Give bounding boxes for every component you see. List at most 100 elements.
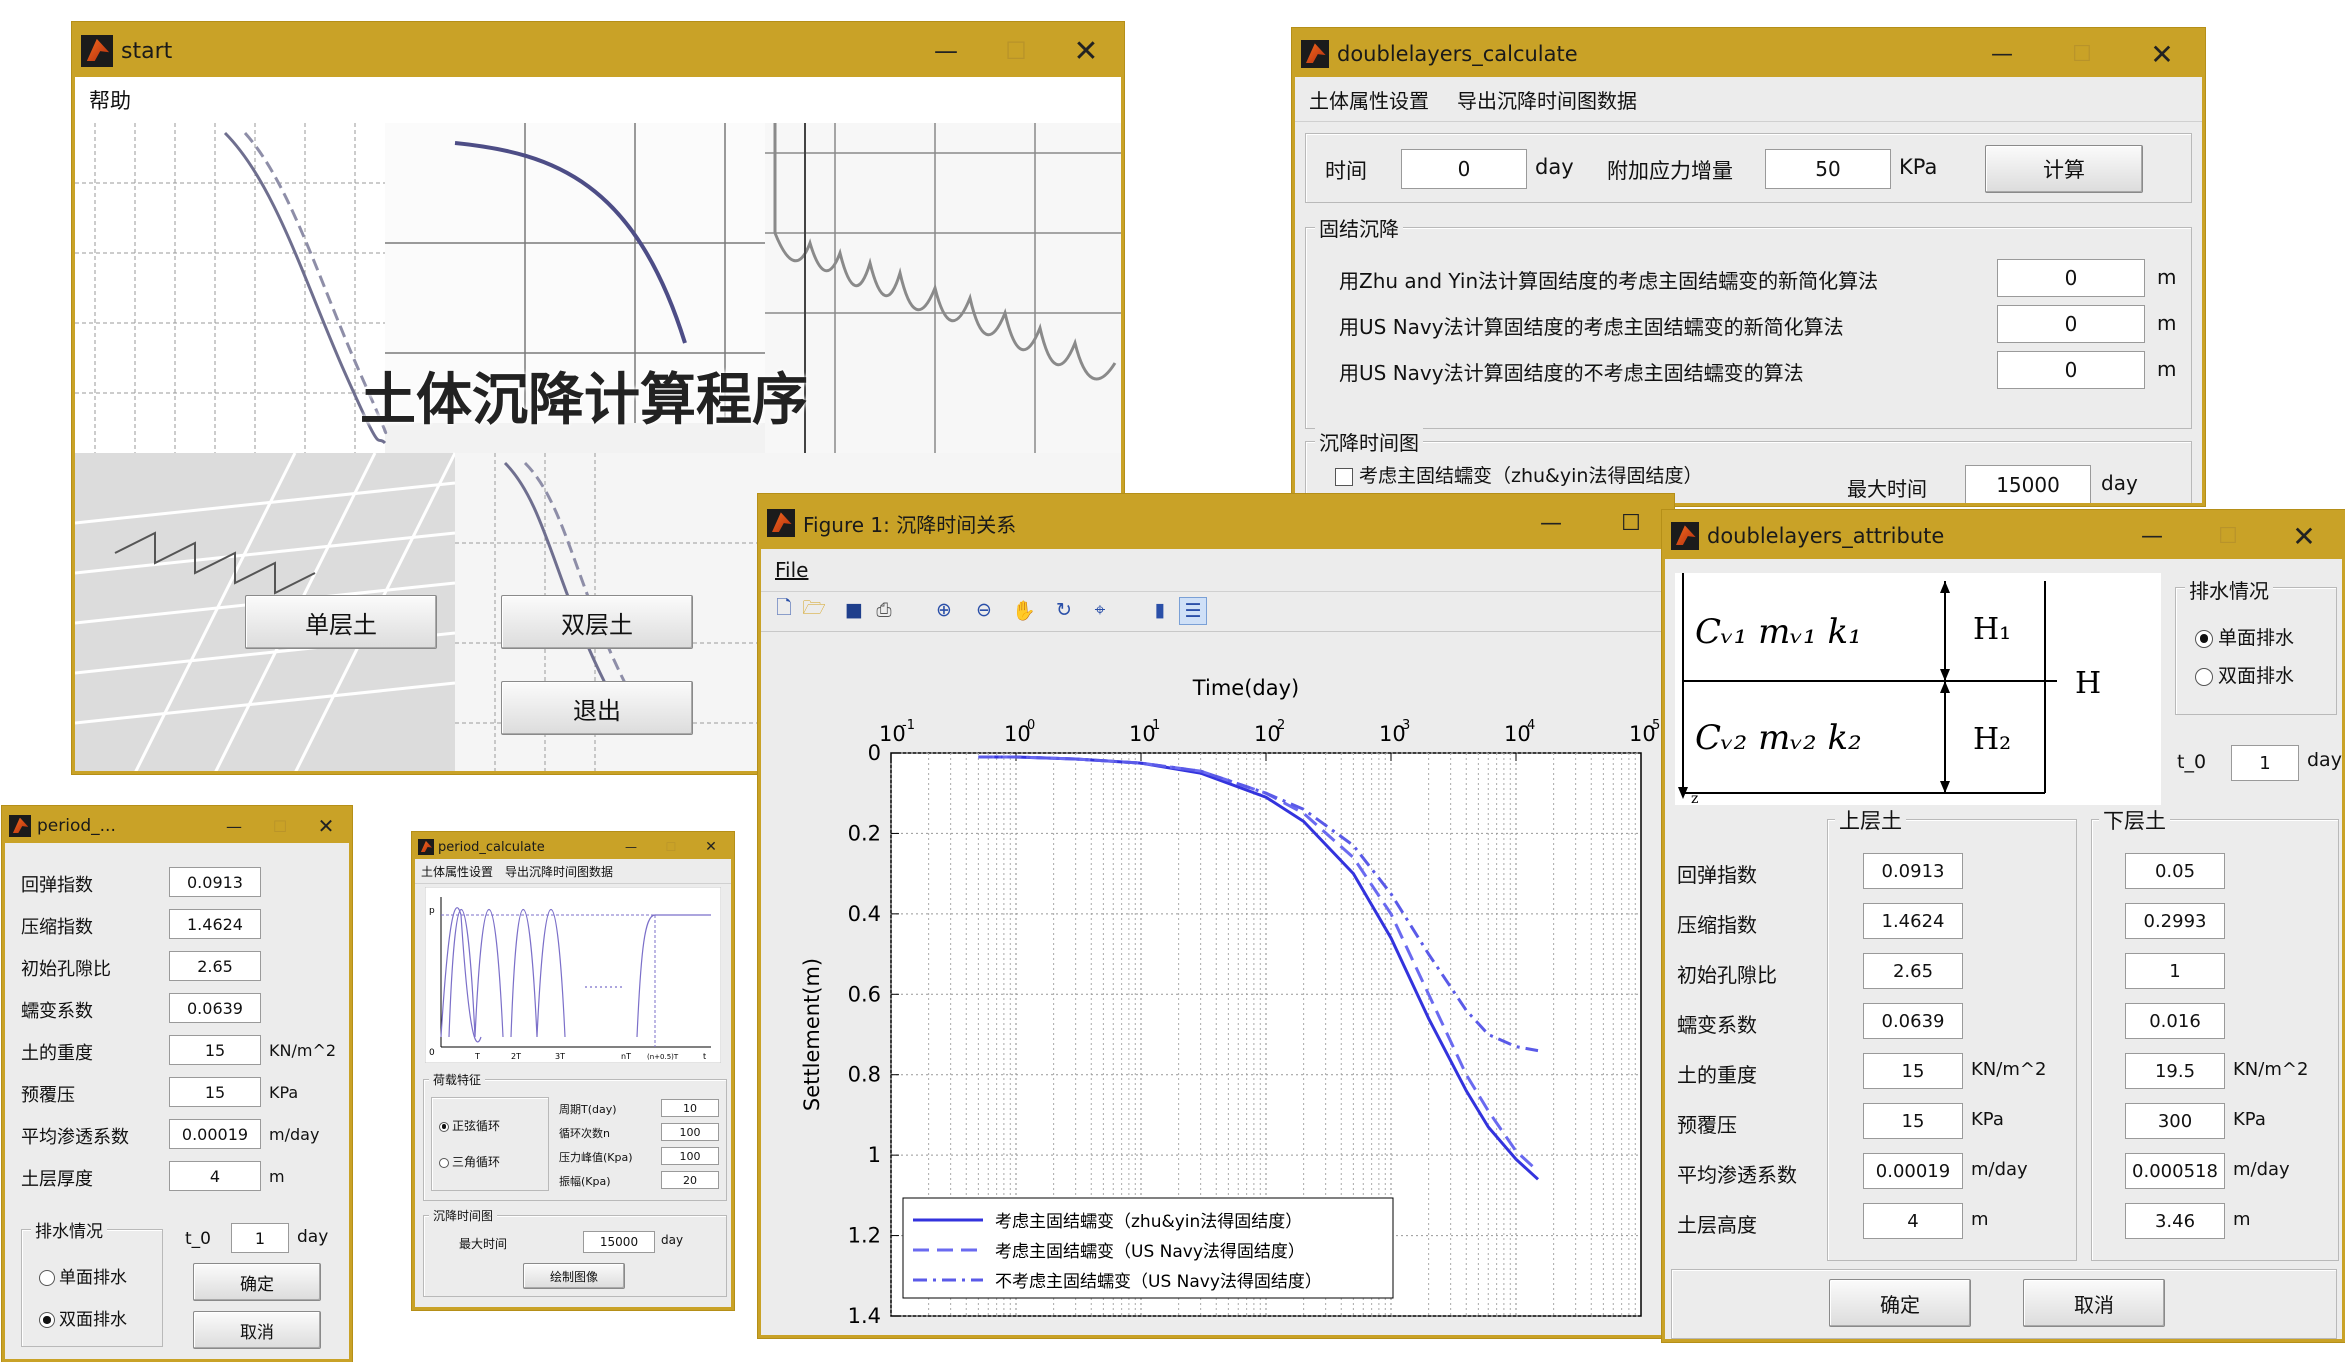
minimize-icon[interactable]: — <box>1540 510 1562 536</box>
calculate-button[interactable]: 计算 <box>1985 145 2143 193</box>
creep-checkbox-row[interactable]: 考虑主固结蠕变（zhu&yin法得固结度） <box>1335 461 1702 488</box>
param-input[interactable]: 100 <box>661 1123 719 1141</box>
menu-soil-properties[interactable]: 土体属性设置 <box>1309 88 1429 113</box>
lower-input[interactable]: 1 <box>2125 953 2225 989</box>
param-label: 循环次数n <box>559 1127 610 1140</box>
lower-input[interactable]: 0.05 <box>2125 853 2225 889</box>
save-icon[interactable]: ■ <box>845 599 863 621</box>
upper-input[interactable]: 0.0913 <box>1863 853 1963 889</box>
upper-input[interactable]: 0.00019 <box>1863 1153 1963 1189</box>
upper-input[interactable]: 0.0639 <box>1863 1003 1963 1039</box>
double-layer-button[interactable]: 双层土 <box>501 595 693 649</box>
close-icon[interactable]: ✕ <box>2150 37 2174 71</box>
param-input[interactable]: 0.00019 <box>169 1119 261 1149</box>
drainage-single-option[interactable]: 单面排水 <box>39 1263 127 1288</box>
drainage-group-title: 排水情况 <box>2185 575 2273 604</box>
minimize-icon[interactable]: — <box>1991 41 2013 67</box>
pan-icon[interactable]: ✋ <box>1012 599 1036 622</box>
upper-input[interactable]: 1.4624 <box>1863 903 1963 939</box>
max-time-input[interactable]: 15000 <box>1965 465 2091 503</box>
upper-input[interactable]: 2.65 <box>1863 953 1963 989</box>
minimize-icon[interactable]: — <box>934 37 958 65</box>
t0-input[interactable]: 1 <box>231 1223 289 1253</box>
drainage-double-option[interactable]: 双面排水 <box>2195 661 2294 688</box>
menu-export-data[interactable]: 导出沉降时间图数据 <box>1457 88 1637 113</box>
close-icon[interactable]: ✕ <box>1073 33 1099 69</box>
menu-soil-properties[interactable]: 土体属性设置 <box>421 864 494 879</box>
param-input[interactable]: 4 <box>169 1161 261 1191</box>
param-input[interactable]: 15 <box>169 1035 261 1065</box>
minimize-icon[interactable]: — <box>2141 523 2163 549</box>
matlab-logo-icon <box>767 509 795 537</box>
ok-button[interactable]: 确定 <box>193 1263 321 1301</box>
param-input[interactable]: 0.0639 <box>169 993 261 1023</box>
menu-help[interactable]: 帮助 <box>89 89 131 113</box>
method2-value[interactable]: 0 <box>1997 305 2145 343</box>
close-icon[interactable]: ✕ <box>2292 519 2316 553</box>
x-tick-label: 10 <box>1379 722 1406 746</box>
param-input[interactable]: 20 <box>661 1171 719 1189</box>
maximize-icon[interactable]: ☐ <box>2218 523 2238 549</box>
open-icon[interactable]: 🗁 <box>802 597 826 619</box>
triangle-radio[interactable] <box>439 1157 449 1168</box>
time-input[interactable]: 0 <box>1401 149 1527 189</box>
param-input[interactable]: 0.0913 <box>169 867 261 897</box>
time-label: 时间 <box>1325 159 1367 183</box>
method3-label: 用US Navy法计算固结度的不考虑主固结蠕变的算法 <box>1339 361 1804 385</box>
exit-button[interactable]: 退出 <box>501 681 693 735</box>
zoom-in-icon[interactable]: ⊕ <box>936 599 952 621</box>
single-layer-button[interactable]: 单层土 <box>245 595 437 649</box>
drainage-single-option[interactable]: 单面排水 <box>2195 623 2294 650</box>
param-input[interactable]: 2.65 <box>169 951 261 981</box>
drainage-double-radio[interactable] <box>39 1312 55 1328</box>
creep-checkbox[interactable] <box>1335 467 1353 486</box>
method3-value[interactable]: 0 <box>1997 351 2145 389</box>
drainage-double-option[interactable]: 双面排水 <box>39 1305 127 1330</box>
datacursor-icon[interactable]: ⌖ <box>1094 599 1106 621</box>
t0-input[interactable]: 1 <box>2231 745 2299 781</box>
maximize-icon[interactable]: ☐ <box>1005 37 1027 65</box>
drainage-single-radio[interactable] <box>39 1270 55 1286</box>
maximize-icon[interactable]: ☐ <box>272 816 288 836</box>
zoom-out-icon[interactable]: ⊖ <box>976 599 992 621</box>
rotate-icon[interactable]: ↻ <box>1056 599 1072 621</box>
drainage-single-radio[interactable] <box>2195 629 2213 648</box>
close-icon[interactable]: ✕ <box>317 814 335 838</box>
maximize-icon[interactable]: ☐ <box>1621 510 1641 536</box>
lower-input[interactable]: 300 <box>2125 1103 2225 1139</box>
lower-input[interactable]: 0.016 <box>2125 1003 2225 1039</box>
param-input[interactable]: 15 <box>169 1077 261 1107</box>
lower-input[interactable]: 0.2993 <box>2125 903 2225 939</box>
maximize-icon[interactable]: ☐ <box>2072 41 2092 67</box>
menu-export-data[interactable]: 导出沉降时间图数据 <box>505 864 614 879</box>
param-input[interactable]: 1.4624 <box>169 909 261 939</box>
close-icon[interactable]: ✕ <box>705 839 717 855</box>
colorbar-icon[interactable]: ▮ <box>1154 599 1166 621</box>
cancel-button[interactable]: 取消 <box>193 1311 321 1349</box>
drainage-double-radio[interactable] <box>2195 667 2213 686</box>
method1-value[interactable]: 0 <box>1997 259 2145 297</box>
param-input[interactable]: 100 <box>661 1147 719 1165</box>
sine-radio[interactable] <box>439 1121 449 1132</box>
ok-button[interactable]: 确定 <box>1829 1279 1971 1327</box>
max-time-input[interactable]: 15000 <box>583 1231 655 1253</box>
new-icon[interactable]: 🗋 <box>776 597 792 619</box>
maximize-icon[interactable]: ☐ <box>665 840 677 854</box>
upper-input[interactable]: 15 <box>1863 1053 1963 1089</box>
print-icon[interactable]: ⎙ <box>876 599 892 621</box>
minimize-icon[interactable]: — <box>226 816 242 836</box>
triangle-option[interactable]: 三角循环 <box>439 1153 500 1170</box>
stress-input[interactable]: 50 <box>1765 149 1891 189</box>
lower-input[interactable]: 19.5 <box>2125 1053 2225 1089</box>
param-input[interactable]: 10 <box>661 1099 719 1117</box>
lower-input[interactable]: 3.46 <box>2125 1203 2225 1239</box>
upper-input[interactable]: 4 <box>1863 1203 1963 1239</box>
minimize-icon[interactable]: — <box>625 840 637 854</box>
legend-icon[interactable]: ☰ <box>1179 597 1207 625</box>
draw-plot-button[interactable]: 绘制图像 <box>523 1263 625 1289</box>
menu-file[interactable]: File <box>775 558 809 582</box>
upper-input[interactable]: 15 <box>1863 1103 1963 1139</box>
sine-option[interactable]: 正弦循环 <box>439 1117 500 1134</box>
lower-input[interactable]: 0.000518 <box>2125 1153 2225 1189</box>
cancel-button[interactable]: 取消 <box>2023 1279 2165 1327</box>
